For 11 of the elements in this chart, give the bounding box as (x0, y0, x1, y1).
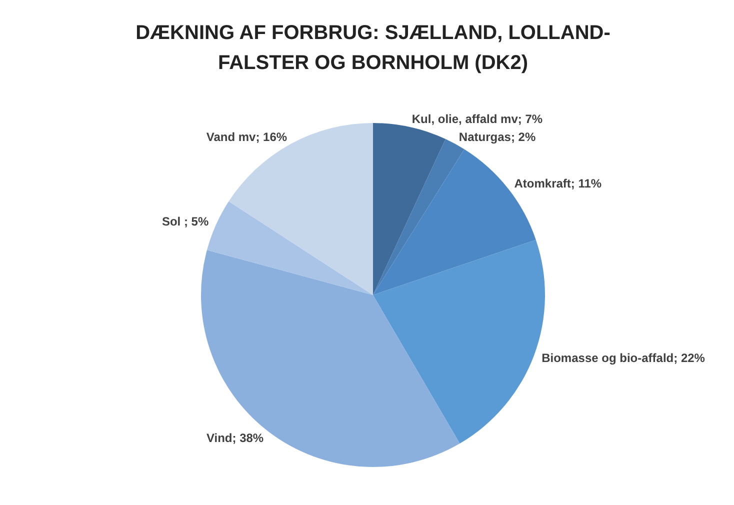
slice-label: Naturgas; 2% (458, 130, 536, 144)
chart-title: DÆKNING AF FORBRUG: SJÆLLAND, LOLLAND-FALSTER OG BORNHOLM (DK2) (136, 22, 610, 74)
slice-label: Biomasse og bio-affald; 22% (542, 351, 706, 366)
slice-label: Kul, olie, affald mv; 7% (412, 112, 543, 126)
slice-label: Sol ; 5% (162, 214, 209, 229)
slice-label: Atomkraft; 11% (514, 176, 602, 190)
pie-slice (373, 123, 446, 295)
pie-slice (201, 250, 460, 467)
slice-label: Vand mv; 16% (206, 130, 288, 144)
pie-slice (206, 201, 373, 295)
slice-label: Vind; 38% (206, 430, 264, 445)
